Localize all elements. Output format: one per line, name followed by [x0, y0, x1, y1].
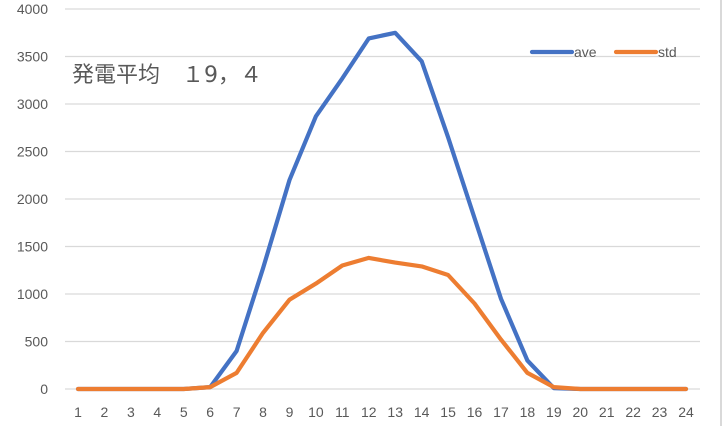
chart-border — [720, 0, 722, 426]
y-axis-ticks: 0 500 1000 1500 2000 2500 3000 3500 4000 — [17, 1, 48, 397]
x-axis-ticks: 1 2 3 4 5 6 7 8 9 10 11 12 13 14 15 16 17 18 19 20 21 22 23 24 — [74, 404, 694, 420]
x-tick-label: 6 — [206, 404, 214, 420]
x-tick-label: 20 — [572, 404, 588, 420]
x-tick-label: 11 — [335, 404, 350, 420]
x-tick-label: 2 — [101, 404, 109, 420]
x-tick-label: 15 — [440, 404, 456, 420]
x-tick-label: 1 — [74, 404, 82, 420]
legend-label: ave — [574, 44, 597, 60]
x-tick-label: 18 — [520, 404, 536, 420]
x-tick-label: 14 — [414, 404, 430, 420]
y-tick-label: 2000 — [17, 191, 48, 207]
x-tick-label: 9 — [286, 404, 294, 420]
x-tick-label: 23 — [652, 404, 668, 420]
series-lines — [75, 30, 689, 392]
x-tick-label: 8 — [259, 404, 267, 420]
chart-title: 発電平均 １9，４ — [72, 63, 262, 88]
x-tick-label: 19 — [546, 404, 562, 420]
x-tick-label: 16 — [467, 404, 483, 420]
y-tick-label: 1500 — [17, 239, 48, 255]
x-tick-label: 5 — [180, 404, 188, 420]
x-tick-label: 3 — [127, 404, 135, 420]
x-tick-label: 7 — [233, 404, 241, 420]
x-tick-label: 13 — [387, 404, 403, 420]
legend-label: std — [658, 44, 677, 60]
y-tick-label: 2500 — [17, 144, 48, 160]
x-tick-label: 24 — [678, 404, 694, 420]
y-tick-label: 3000 — [17, 96, 48, 112]
y-tick-label: 0 — [40, 381, 48, 397]
legend-item-ave: ave — [529, 44, 597, 60]
y-tick-label: 3500 — [17, 49, 48, 65]
x-tick-label: 10 — [308, 404, 324, 420]
y-tick-label: 4000 — [17, 1, 48, 17]
y-tick-label: 500 — [25, 334, 49, 350]
x-tick-label: 21 — [599, 404, 615, 420]
x-tick-label: 12 — [361, 404, 377, 420]
x-tick-label: 4 — [153, 404, 161, 420]
x-tick-label: 22 — [625, 404, 641, 420]
series-line-std — [75, 255, 689, 392]
x-tick-label: 17 — [493, 404, 509, 420]
y-tick-label: 1000 — [17, 286, 48, 302]
gridlines — [65, 8, 700, 390]
legend: ave std — [529, 44, 677, 60]
legend-item-std: std — [613, 44, 677, 60]
